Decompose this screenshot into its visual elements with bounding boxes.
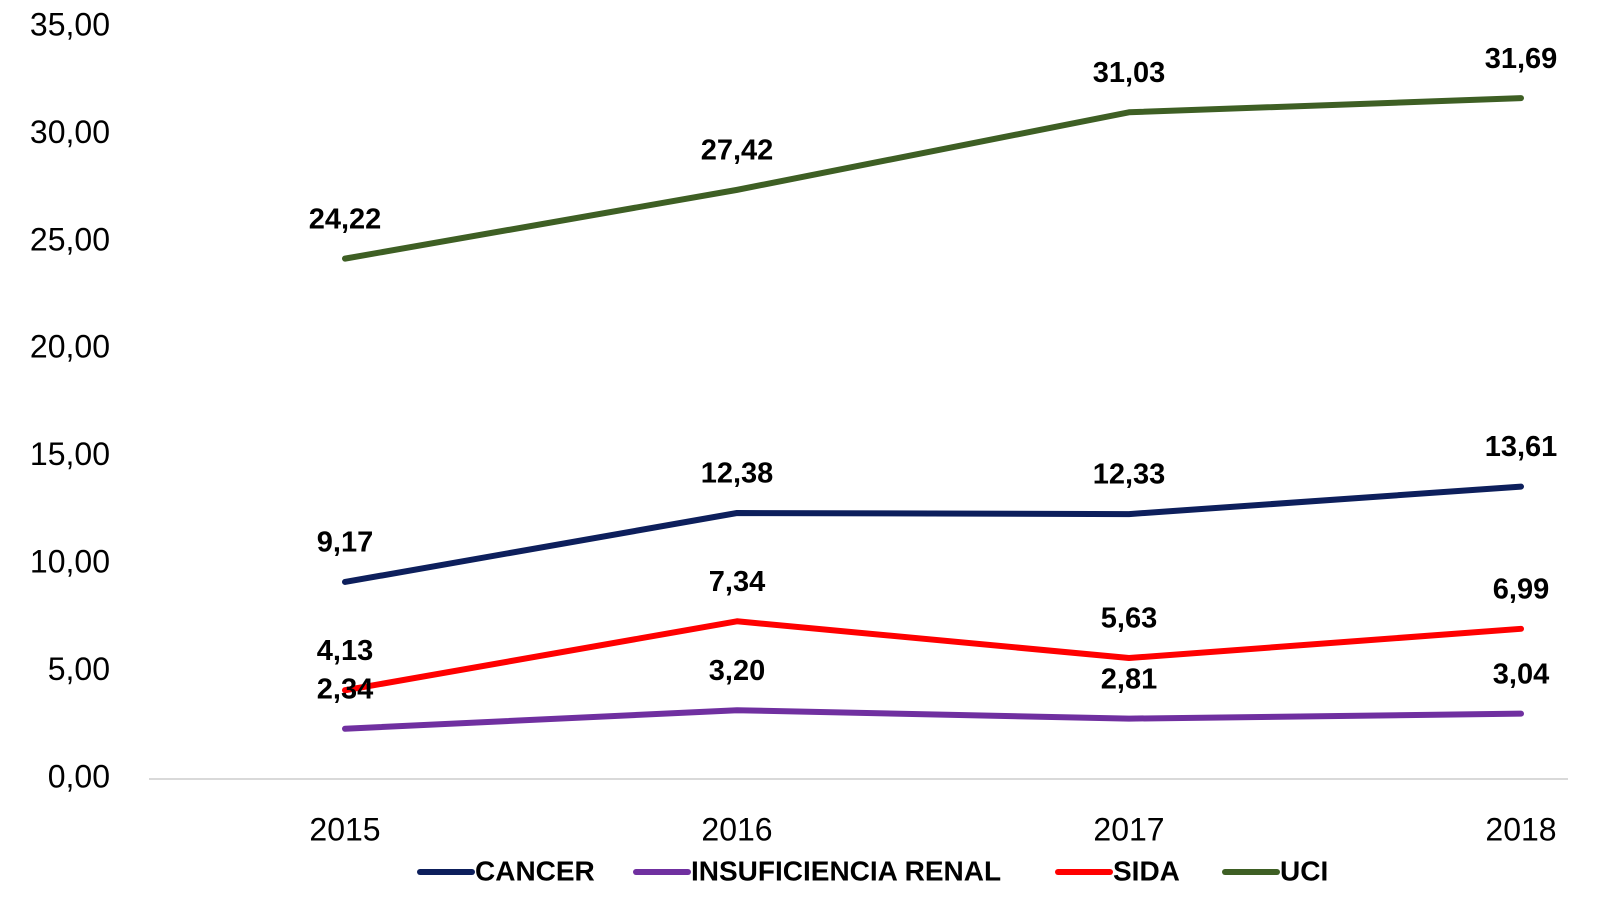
- legend-label: SIDA: [1113, 855, 1180, 886]
- data-label: 27,42: [701, 135, 774, 167]
- x-tick-label: 2016: [701, 811, 772, 847]
- y-tick-label: 25,00: [30, 221, 110, 257]
- data-label: 4,13: [317, 635, 373, 667]
- y-tick-label: 35,00: [30, 6, 110, 42]
- data-label: 12,38: [701, 458, 774, 490]
- data-label: 6,99: [1493, 573, 1549, 605]
- legend-label: INSUFICIENCIA RENAL: [691, 855, 1001, 886]
- data-label: 5,63: [1101, 603, 1157, 635]
- x-tick-label: 2018: [1485, 811, 1556, 847]
- y-tick-label: 0,00: [48, 758, 110, 794]
- data-label: 24,22: [309, 203, 382, 235]
- data-label: 9,17: [317, 527, 373, 559]
- y-tick-label: 20,00: [30, 329, 110, 365]
- series-line: [342, 95, 1524, 262]
- data-label: 3,20: [709, 655, 765, 687]
- data-label: 31,69: [1485, 43, 1558, 75]
- data-label: 12,33: [1093, 459, 1166, 491]
- y-tick-label: 15,00: [30, 436, 110, 472]
- data-label: 2,81: [1101, 663, 1157, 695]
- y-tick-label: 10,00: [30, 544, 110, 580]
- x-tick-label: 2017: [1093, 811, 1164, 847]
- x-tick-label: 2015: [309, 811, 380, 847]
- data-label: 7,34: [709, 566, 765, 598]
- y-tick-label: 5,00: [48, 651, 110, 687]
- data-label: 2,34: [317, 673, 373, 705]
- legend-label: UCI: [1280, 855, 1328, 886]
- data-label: 13,61: [1485, 431, 1558, 463]
- legend-label: CANCER: [475, 855, 595, 886]
- series-line: [342, 618, 1524, 694]
- series-line: [342, 707, 1524, 732]
- data-label: 31,03: [1093, 57, 1166, 89]
- data-label: 3,04: [1493, 658, 1549, 690]
- series-line: [342, 483, 1524, 585]
- y-tick-label: 30,00: [30, 114, 110, 150]
